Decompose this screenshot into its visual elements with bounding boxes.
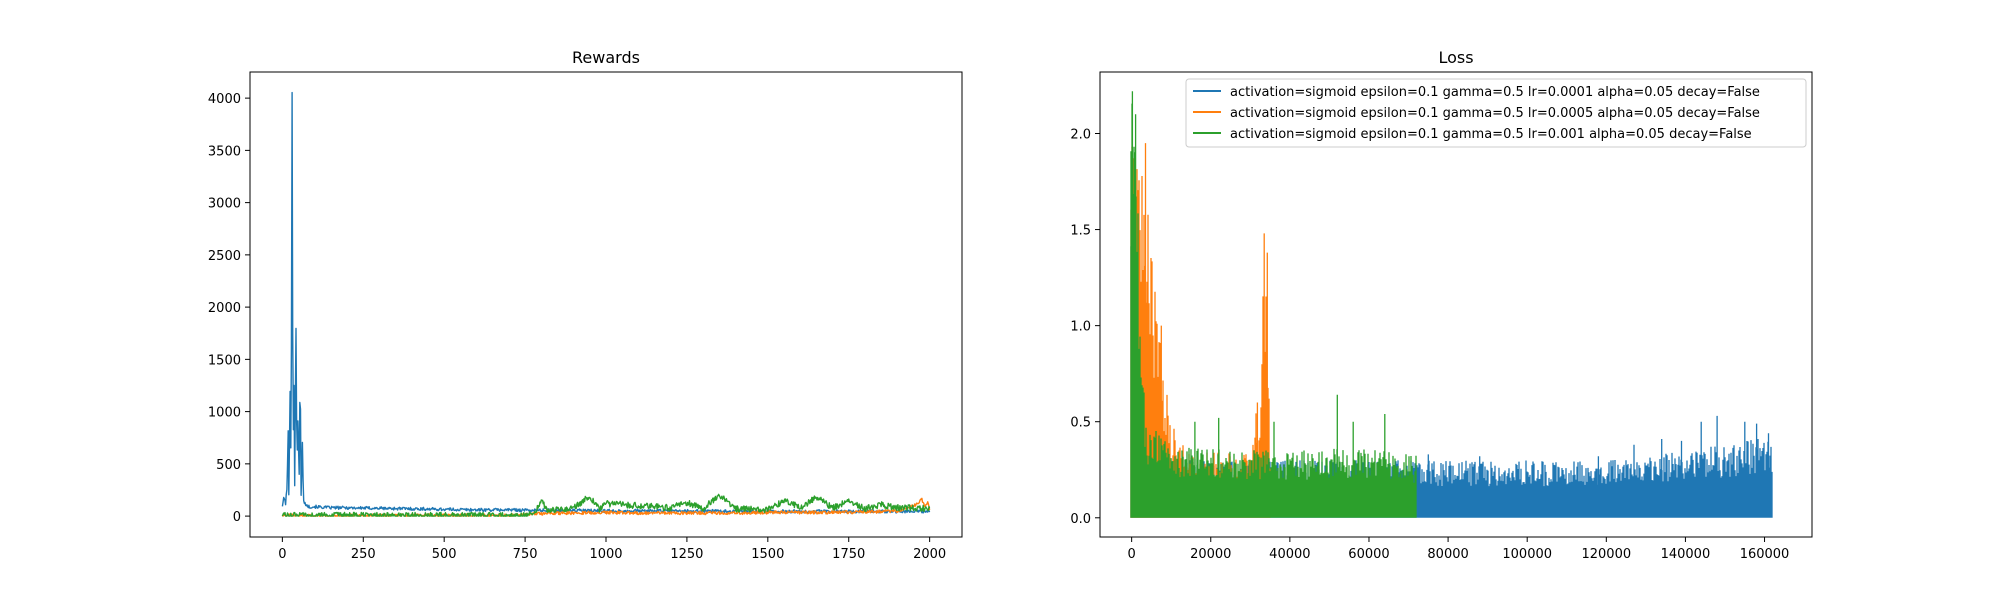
loss-legend-box [1185,78,1807,148]
x-tick-label: 120000 [1581,547,1631,562]
rewards-y-axis: 0 500 1000 1500 2000 2500 3000 3500 4000 [208,92,250,525]
y-tick-label: 3500 [208,144,241,159]
x-tick-label: 100000 [1502,547,1552,562]
y-tick-label: 500 [216,458,241,473]
y-tick-label: 1.0 [1070,320,1091,335]
x-tick-label: 40000 [1269,547,1310,562]
loss-axes-frame [1099,71,1813,538]
legend-label-lr-0.0005: activation=sigmoid epsilon=0.1 gamma=0.5… [1230,106,1760,121]
y-tick-label: 4000 [208,92,241,107]
loss-panel: Loss 0 20000 40000 60000 80000 100000 120000 14… [1070,48,1813,562]
x-tick-label: 20000 [1190,547,1231,562]
x-tick-label: 500 [432,547,457,562]
x-tick-label: 160000 [1740,547,1790,562]
x-tick-label: 1250 [670,547,703,562]
x-tick-label: 0 [278,547,286,562]
y-tick-label: 0.5 [1070,416,1091,431]
y-tick-label: 2500 [208,249,241,264]
x-tick-label: 1500 [751,547,784,562]
loss-y-axis: 0.0 0.5 1.0 1.5 2.0 [1070,127,1100,527]
x-tick-label: 750 [513,547,538,562]
y-tick-label: 0 [233,510,241,525]
rewards-series-line-1 [281,497,931,517]
loss-legend: activation=sigmoid epsilon=0.1 gamma=0.5… [1185,78,1807,148]
y-tick-label: 2.0 [1070,127,1091,142]
loss-title: Loss [1438,48,1473,67]
legend-label-lr-0.0001: activation=sigmoid epsilon=0.1 gamma=0.5… [1230,85,1760,100]
x-tick-label: 80000 [1427,547,1468,562]
y-tick-label: 1.5 [1070,224,1091,239]
x-tick-label: 250 [351,547,376,562]
x-tick-label: 0 [1128,547,1136,562]
rewards-panel: Rewards 0 250 500 750 1000 1250 1500 1750 2000 0… [208,48,963,562]
y-tick-label: 3000 [208,197,241,212]
x-tick-label: 2000 [913,547,946,562]
loss-series-group [1130,91,1773,518]
y-tick-label: 1000 [208,406,241,421]
y-tick-label: 1500 [208,353,241,368]
rewards-series-group [281,91,931,517]
x-tick-label: 1000 [589,547,622,562]
legend-label-lr-0.001: activation=sigmoid epsilon=0.1 gamma=0.5… [1230,127,1752,142]
loss-series-line-2 [1130,91,1417,518]
x-tick-label: 60000 [1348,547,1389,562]
rewards-title: Rewards [572,48,640,67]
x-tick-label: 1750 [832,547,865,562]
y-tick-label: 2000 [208,301,241,316]
rewards-x-axis: 0 250 500 750 1000 1250 1500 1750 2000 [278,537,946,562]
rewards-series-line-2 [281,493,931,517]
x-tick-label: 140000 [1661,547,1711,562]
y-tick-label: 0.0 [1070,512,1091,527]
loss-x-axis: 0 20000 40000 60000 80000 100000 120000 140000 1… [1128,537,1790,562]
